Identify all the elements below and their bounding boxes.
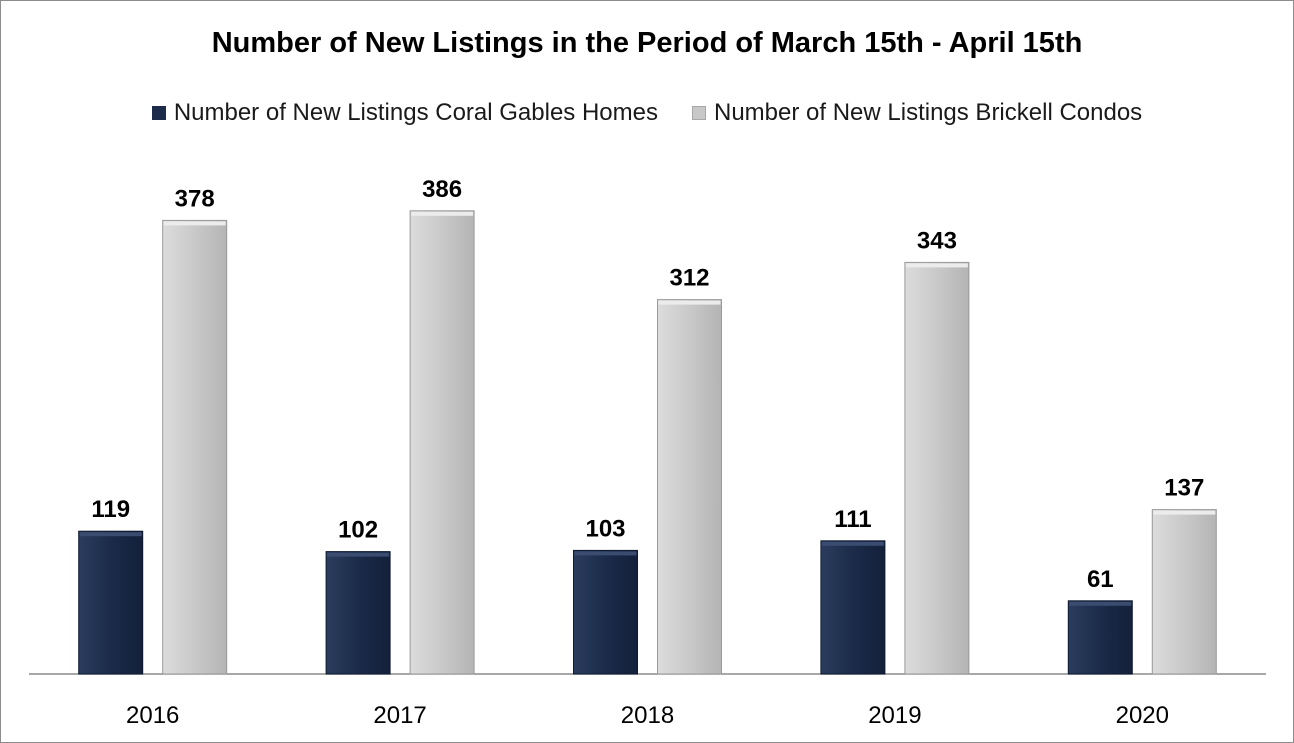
bar-coral-gables-2019 [820,540,886,675]
x-tick-label-2020: 2020 [1116,702,1169,729]
bar-bevel-brickell-2016 [163,221,226,226]
data-label-coral-gables-2019: 111 [834,506,871,533]
bar-bevel-coral-gables-2020 [1069,601,1132,606]
data-label-brickell-2016: 378 [175,185,215,212]
bar-brickell-2019 [904,261,970,675]
bar-bevel-brickell-2018 [658,300,721,305]
legend-swatch-coral-gables [151,106,166,120]
data-label-coral-gables-2018: 103 [585,515,625,542]
chart-title: Number of New Listings in the Period of … [211,27,1083,59]
bar-brickell-2017 [409,210,475,675]
bar-bevel-brickell-2017 [411,211,474,216]
bar-bevel-coral-gables-2016 [79,532,142,537]
bars-group [78,210,1217,675]
legend-item-brickell: Number of New Listings Brickell Condos [692,99,1142,127]
x-tick-label-2017: 2017 [373,702,426,729]
bar-bevel-brickell-2020 [1153,510,1216,515]
bar-coral-gables-2016 [78,530,144,675]
x-tick-label-2019: 2019 [868,702,921,729]
bar-bevel-coral-gables-2018 [574,551,637,556]
legend-swatch-brickell [692,106,706,120]
bar-coral-gables-2017 [325,551,391,675]
bar-bevel-brickell-2019 [905,263,968,268]
bar-coral-gables-2020 [1067,600,1133,675]
data-label-brickell-2018: 312 [669,265,709,292]
legend-label-coral-gables: Number of New Listings Coral Gables Home… [173,99,658,126]
bar-bevel-coral-gables-2019 [821,541,884,546]
data-label-brickell-2019: 343 [917,227,957,254]
data-label-brickell-2017: 386 [422,176,462,203]
bar-coral-gables-2018 [573,549,638,675]
bar-brickell-2018 [657,299,722,675]
bar-bevel-coral-gables-2017 [327,552,390,557]
x-tick-label-2018: 2018 [621,702,674,729]
data-label-coral-gables-2017: 102 [338,517,378,544]
bar-brickell-2016 [162,219,228,675]
legend-item-coral-gables: Number of New Listings Coral Gables Home… [151,99,658,127]
data-label-brickell-2020: 137 [1164,475,1204,502]
x-tick-label-2016: 2016 [126,702,179,729]
labels-group: 119 378 2016 102 386 2017 103 312 2018 111 343 2019… [91,176,1204,729]
data-label-coral-gables-2016: 119 [91,496,130,523]
bar-brickell-2020 [1151,509,1217,675]
data-label-coral-gables-2020: 61 [1087,566,1114,593]
legend-label-brickell: Number of New Listings Brickell Condos [714,99,1143,126]
chart-legend: Number of New Listings Coral Gables Home… [1,99,1293,127]
